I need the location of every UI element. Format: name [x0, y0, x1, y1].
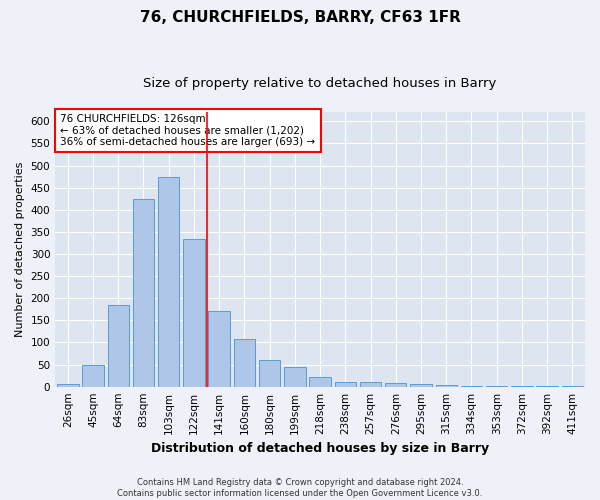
Bar — [385, 383, 406, 386]
Text: 76, CHURCHFIELDS, BARRY, CF63 1FR: 76, CHURCHFIELDS, BARRY, CF63 1FR — [140, 10, 460, 25]
X-axis label: Distribution of detached houses by size in Barry: Distribution of detached houses by size … — [151, 442, 489, 455]
Bar — [284, 367, 305, 386]
Bar — [208, 310, 230, 386]
Bar — [233, 340, 255, 386]
Bar — [183, 238, 205, 386]
Bar — [107, 305, 129, 386]
Bar — [158, 176, 179, 386]
Bar — [259, 360, 280, 386]
Bar — [360, 382, 381, 386]
Title: Size of property relative to detached houses in Barry: Size of property relative to detached ho… — [143, 78, 497, 90]
Bar — [57, 384, 79, 386]
Bar — [133, 198, 154, 386]
Bar — [310, 376, 331, 386]
Bar — [82, 364, 104, 386]
Text: 76 CHURCHFIELDS: 126sqm
← 63% of detached houses are smaller (1,202)
36% of semi: 76 CHURCHFIELDS: 126sqm ← 63% of detache… — [61, 114, 316, 147]
Bar — [410, 384, 432, 386]
Y-axis label: Number of detached properties: Number of detached properties — [15, 162, 25, 338]
Bar — [335, 382, 356, 386]
Text: Contains HM Land Registry data © Crown copyright and database right 2024.
Contai: Contains HM Land Registry data © Crown c… — [118, 478, 482, 498]
